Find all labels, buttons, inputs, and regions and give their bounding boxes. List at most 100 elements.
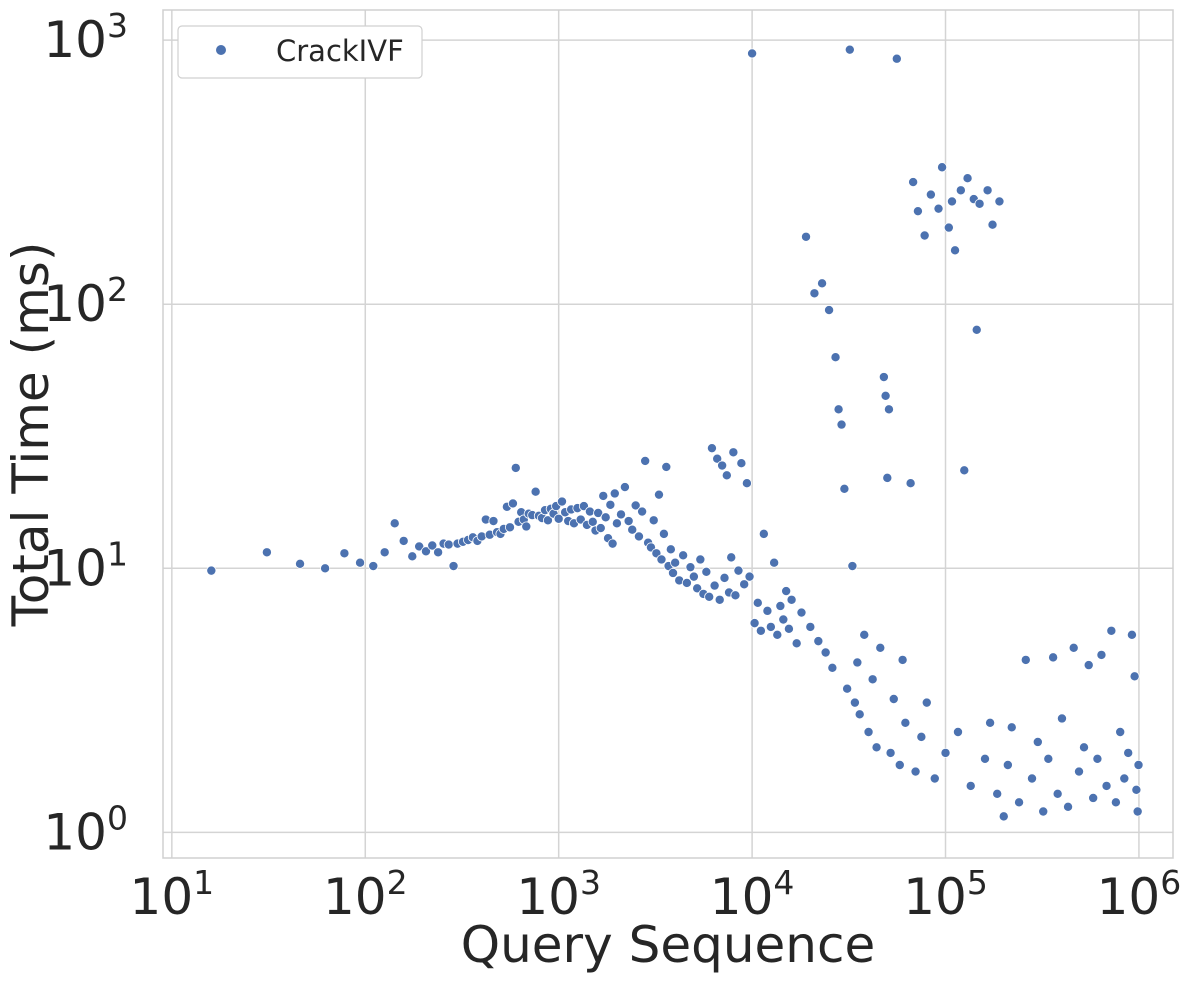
data-point [605, 499, 616, 510]
data-point [805, 621, 816, 632]
data-point [630, 500, 641, 511]
data-point [781, 586, 792, 597]
y-tick-exponent: 2 [107, 270, 128, 309]
data-point [665, 544, 676, 555]
data-point [849, 697, 860, 708]
data-point [398, 535, 409, 546]
data-point [1048, 652, 1059, 663]
data-point [1052, 788, 1063, 799]
data-point [658, 528, 669, 539]
x-tick-label: 106 [1097, 863, 1182, 926]
data-point [714, 594, 725, 605]
data-point [656, 554, 667, 565]
data-point [728, 447, 739, 458]
legend: CrackIVF [177, 25, 423, 79]
data-point [587, 516, 598, 527]
data-point [1079, 742, 1090, 753]
data-point [871, 742, 882, 753]
data-point [897, 654, 908, 665]
data-point [912, 206, 923, 217]
data-point [721, 470, 732, 481]
data-point [875, 642, 886, 653]
data-point [830, 352, 841, 363]
data-point [695, 554, 706, 565]
data-point [648, 515, 659, 526]
data-point [833, 404, 844, 415]
data-point [883, 404, 894, 415]
y-tick-exponent: 3 [107, 6, 128, 45]
data-point [633, 531, 644, 542]
data-point [595, 523, 606, 534]
data-point [1131, 784, 1142, 795]
data-point [959, 465, 970, 476]
data-point [1106, 625, 1117, 636]
data-point [908, 177, 919, 188]
data-point [623, 516, 634, 527]
data-point [510, 462, 521, 473]
data-point [736, 458, 747, 469]
plot-background [163, 10, 1173, 858]
data-point [998, 811, 1009, 822]
data-point [1014, 797, 1025, 808]
data-point [769, 557, 780, 568]
data-point [414, 541, 425, 552]
data-point [867, 674, 878, 685]
data-point [894, 759, 905, 770]
data-point [891, 53, 902, 64]
data-point [801, 231, 812, 242]
data-point [553, 513, 564, 524]
data-point [827, 662, 838, 673]
data-point [910, 766, 921, 777]
data-point [882, 472, 893, 483]
data-point [946, 196, 957, 207]
data-point [744, 571, 755, 582]
y-tick-label: 100 [43, 798, 128, 861]
data-point [1006, 722, 1017, 733]
data-point [772, 629, 783, 640]
data-point [985, 717, 996, 728]
data-point [778, 614, 789, 625]
data-point [921, 697, 932, 708]
data-point [637, 506, 648, 517]
data-point [730, 590, 741, 601]
data-point [678, 550, 689, 561]
data-point [712, 453, 723, 464]
data-point [752, 597, 763, 608]
x-tick-label: 101 [130, 863, 215, 926]
data-point [616, 509, 627, 520]
data-point [640, 455, 651, 466]
data-point [619, 482, 630, 493]
data-point [609, 488, 620, 499]
data-point [692, 583, 703, 594]
data-point [504, 522, 515, 533]
data-point [339, 548, 350, 559]
data-point [1096, 649, 1107, 660]
data-point [661, 461, 672, 472]
data-point [521, 521, 532, 532]
data-point [962, 173, 973, 184]
data-point [987, 219, 998, 230]
data-point [476, 531, 487, 542]
data-point [817, 278, 828, 289]
data-point [854, 709, 865, 720]
legend-box [177, 25, 423, 79]
data-point [593, 507, 604, 518]
data-point [839, 483, 850, 494]
data-point [950, 245, 961, 256]
data-point [820, 647, 831, 658]
data-point [1110, 797, 1121, 808]
y-tick-exponent: 0 [107, 798, 128, 837]
x-tick-label: 102 [323, 863, 408, 926]
data-point [1038, 806, 1049, 817]
data-point [704, 591, 715, 602]
data-point [607, 538, 618, 549]
data-point [1043, 753, 1054, 764]
data-point [863, 726, 874, 737]
data-point [530, 486, 541, 497]
data-point [974, 198, 985, 209]
data-point [992, 788, 1003, 799]
legend-label: CrackIVF [276, 34, 404, 68]
data-point [1056, 713, 1067, 724]
legend-marker [216, 45, 226, 55]
data-point [836, 419, 847, 430]
